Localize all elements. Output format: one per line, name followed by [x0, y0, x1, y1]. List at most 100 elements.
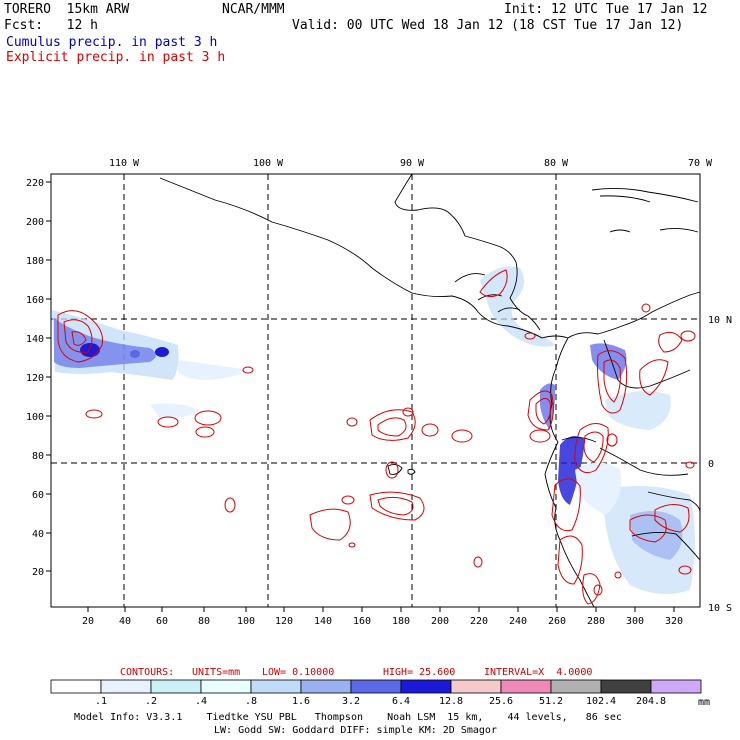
contour-cell-110: [385, 461, 399, 479]
colorbar-swatch-5: [300, 679, 352, 694]
colorbar-swatch-9: [500, 679, 552, 694]
y-tick-label: 40: [32, 529, 44, 540]
contour-andes-chain-1: [597, 350, 628, 414]
x-tick-label: 20: [82, 616, 94, 627]
explicit-precip-contours: [57, 269, 696, 605]
cumulus-precip-shading: [52, 266, 695, 594]
lon-label-90w: 90 W: [400, 158, 425, 169]
contour-south-pacific-1: [309, 508, 351, 541]
map-frame: [50, 173, 701, 608]
contour-cell-114: [524, 332, 536, 340]
contour-amazon-2: [654, 504, 690, 533]
graticule: [51, 174, 700, 607]
border-ecuador: [561, 437, 597, 443]
contour-central-pacific-1: [369, 409, 416, 441]
y-tick-label: 80: [32, 451, 44, 462]
coast-cuba: [591, 187, 699, 203]
colorbar-label: 3.2: [341, 696, 361, 707]
forecast-hour: Fcst: 12 h: [4, 18, 98, 33]
contour-cell-115: [529, 429, 551, 443]
contour-cell-117: [641, 303, 651, 313]
colorbar-swatch-7: [400, 679, 452, 694]
y-tick-label: 180: [26, 256, 44, 267]
colorbar-swatch-11: [600, 679, 652, 694]
contour-cell-118: [685, 461, 695, 469]
colorbar-label: 204.8: [635, 696, 667, 707]
lon-label-80w: 80 W: [544, 158, 569, 169]
colorbar-label: .2: [144, 696, 158, 707]
y-tick-label: 200: [26, 217, 44, 228]
model-info: Model Info: V3.3.1 Tiedtke YSU PBL Thomp…: [74, 712, 622, 723]
colorbar-label: 1.6: [291, 696, 311, 707]
colorbar-swatch-4: [250, 679, 302, 694]
contour-cell-121: [593, 584, 603, 596]
contour-cell-105: [224, 497, 236, 513]
x-tick-label: 100: [237, 616, 255, 627]
colorbar-label: .8: [244, 696, 258, 707]
contour-west-cluster-2: [63, 319, 93, 353]
y-tick-label: 100: [26, 412, 44, 423]
colorbar-swatch-6: [350, 679, 402, 694]
border-colombia-peru: [599, 447, 689, 476]
colorbar-label: 51.2: [538, 696, 564, 707]
colorbar-swatch-0: [50, 679, 102, 694]
x-tick-label: 180: [392, 616, 410, 627]
model-title: TORERO 15km ARW: [4, 2, 130, 17]
lat-label-10n: 10 N: [708, 315, 732, 326]
coast-south-america-pacific: [544, 337, 595, 608]
x-tick-label: 280: [587, 616, 605, 627]
contour-central-pacific-2: [377, 417, 407, 437]
contour-amazon-1: [629, 514, 667, 543]
contour-south-pacific-2: [369, 491, 425, 521]
colorbar-swatch-3: [200, 679, 252, 694]
shade-ecuador-coast: [558, 436, 585, 505]
x-tick-label: 140: [314, 616, 332, 627]
contour-cell-122: [614, 571, 622, 579]
contour-andes-chain-7: [582, 573, 601, 605]
contour-interval: INTERVAL=X 4.0000: [484, 667, 593, 678]
org-label: NCAR/MMM: [222, 2, 285, 17]
contour-andes-chain-4: [583, 431, 604, 463]
contour-colombia-pacific-2: [535, 398, 551, 425]
x-tick-label: 160: [353, 616, 371, 627]
colorbar: [50, 679, 702, 694]
x-tick-label: 240: [509, 616, 527, 627]
colorbar-label: 12.8: [438, 696, 464, 707]
y-tick-label: 20: [32, 567, 44, 578]
contour-cell-101: [157, 416, 179, 428]
x-tick-label: 300: [626, 616, 644, 627]
contour-cell-116: [680, 330, 696, 342]
contour-andes-chain-2: [603, 359, 621, 403]
coast-jamaica: [609, 229, 631, 233]
contour-cell-108: [451, 429, 473, 443]
contour-andes-chain-6: [557, 535, 583, 585]
contour-east-andes-1: [639, 359, 669, 396]
x-tick-label: 80: [198, 616, 210, 627]
x-tick-label: 120: [275, 616, 293, 627]
y-tick-label: 60: [32, 490, 44, 501]
colorbar-label: 6.4: [391, 696, 411, 707]
contour-units: UNITS=mm: [192, 667, 241, 678]
y-tick-label: 220: [26, 178, 44, 189]
border-central-america: [454, 273, 521, 313]
contour-cell-113: [348, 542, 356, 548]
valid-time: Valid: 00 UTC Wed 18 Jan 12 (18 CST Tue …: [292, 18, 684, 33]
x-tick-label: 320: [665, 616, 683, 627]
lon-label-70w: 70 W: [688, 158, 713, 169]
shade-amazon-core: [630, 511, 683, 560]
lat-label-0: 0: [708, 459, 714, 470]
coastlines: [159, 173, 701, 608]
contour-east-andes-2: [658, 331, 683, 353]
coast-yucatan: [394, 173, 517, 263]
shade-cell-c: [130, 350, 140, 358]
colorbar-swatch-1: [100, 679, 152, 694]
border-colombia-venezuela: [603, 339, 691, 389]
coast-south-america-north: [567, 291, 701, 339]
colorbar-swatch-8: [450, 679, 502, 694]
contour-andes-chain-5: [551, 478, 581, 532]
lon-label-110w: 110 W: [109, 158, 140, 169]
y-tick-label: 140: [26, 334, 44, 345]
colorbar-label: 102.4: [585, 696, 617, 707]
contour-colombia-pacific: [527, 390, 554, 431]
